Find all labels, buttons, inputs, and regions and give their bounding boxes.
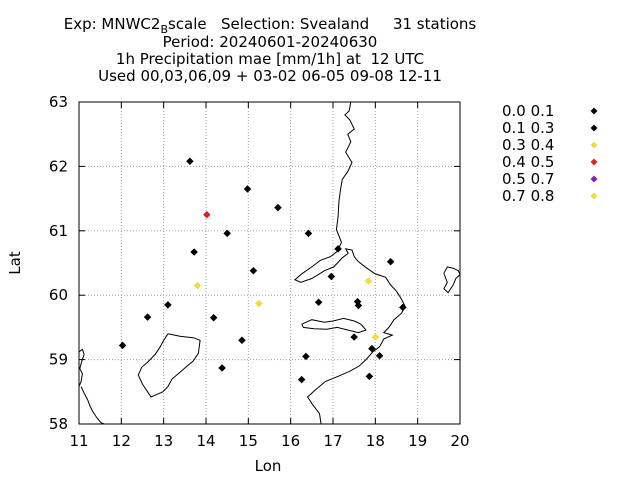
axis-ticks: 11 12 13 14 15 16 17 18 19 20 58 59 60 61 62 63: [49, 93, 470, 450]
x-axis-label: Lon: [255, 457, 282, 475]
coastline: [137, 333, 201, 398]
x-tick-label: 13: [154, 432, 173, 450]
y-tick-label: 61: [49, 222, 68, 240]
station-point: [143, 313, 152, 321]
station-point: [386, 257, 395, 266]
legend-label: 0.0 0.1: [502, 102, 554, 120]
coastline: [443, 266, 461, 294]
y-tick-label: 59: [49, 351, 68, 369]
coastline: [78, 348, 85, 387]
x-tick-label: 12: [112, 432, 131, 450]
legend-label: 0.3 0.4: [502, 136, 554, 154]
x-tick-label: 20: [450, 432, 469, 450]
title-line1-subscript: B: [160, 23, 168, 36]
grid-lines: [79, 102, 460, 424]
chart-title-line-3: 1h Precipitation mae [mm/1h] at 12 UTC: [115, 50, 425, 68]
legend-label: 0.7 0.8: [502, 187, 554, 205]
x-tick-label: 14: [196, 432, 215, 450]
plot-frame: [78, 101, 461, 425]
station-point: [314, 298, 323, 307]
station-point: [209, 313, 218, 322]
station-point: [302, 352, 310, 361]
x-tick-label: 16: [281, 432, 300, 450]
legend-marker: [590, 141, 598, 149]
y-tick-label: 63: [49, 93, 68, 111]
station-point: [327, 272, 336, 281]
station-point: [274, 203, 282, 212]
chart-title-line-2: Period: 20240601-20240630: [162, 33, 378, 51]
legend-label: 0.4 0.5: [502, 153, 554, 171]
x-tick-label: 15: [239, 432, 258, 450]
legend-marker: [590, 107, 598, 115]
station-point: [334, 244, 342, 253]
x-tick-label: 18: [366, 432, 385, 450]
station-point: [304, 229, 313, 238]
legend-marker: [590, 158, 598, 166]
y-axis-label: Lat: [6, 251, 24, 275]
station-point: [375, 351, 384, 360]
station-point: [202, 210, 211, 219]
station-point: [297, 375, 306, 384]
title-line1-post: scale Selection: Svealand 31 stations: [168, 15, 477, 33]
station-point: [118, 341, 127, 350]
station-point: [243, 185, 252, 193]
station-point: [350, 333, 359, 341]
coastline: [301, 317, 367, 334]
station-point: [365, 372, 374, 381]
title-line1-pre: Exp: MNWC2: [63, 15, 161, 33]
station-point: [364, 277, 373, 285]
station-point: [190, 248, 199, 256]
legend-label: 0.1 0.3: [502, 119, 554, 137]
y-tick-label: 62: [49, 157, 68, 175]
legend-marker: [590, 192, 598, 200]
station-point: [164, 301, 172, 309]
chart-title-line-4: Used 00,03,06,09 + 03-02 06-05 09-08 12-…: [98, 67, 442, 85]
station-point: [368, 344, 376, 353]
legend: 0.0 0.10.1 0.30.3 0.40.4 0.50.5 0.70.7 0…: [502, 102, 598, 205]
station-point: [238, 336, 246, 345]
x-tick-label: 19: [408, 432, 427, 450]
y-tick-label: 60: [49, 286, 68, 304]
coastlines: [78, 101, 461, 425]
x-tick-label: 17: [323, 432, 342, 450]
station-point: [218, 364, 226, 372]
station-point: [223, 229, 232, 238]
coastline: [293, 101, 406, 425]
station-point: [193, 281, 202, 290]
x-tick-label: 11: [69, 432, 88, 450]
station-point: [249, 266, 258, 275]
station-point: [398, 303, 407, 312]
legend-marker: [590, 175, 598, 183]
legend-marker: [590, 124, 598, 132]
station-markers: [118, 157, 407, 384]
station-point: [255, 299, 263, 308]
legend-label: 0.5 0.7: [502, 170, 554, 188]
station-point: [354, 301, 363, 310]
coastline: [80, 386, 105, 425]
y-tick-label: 58: [49, 415, 68, 433]
station-point: [186, 157, 194, 166]
station-point: [371, 333, 380, 341]
chart-title-line-1: Exp: MNWC2Bscale Selection: Svealand 31 …: [0, 16, 540, 38]
